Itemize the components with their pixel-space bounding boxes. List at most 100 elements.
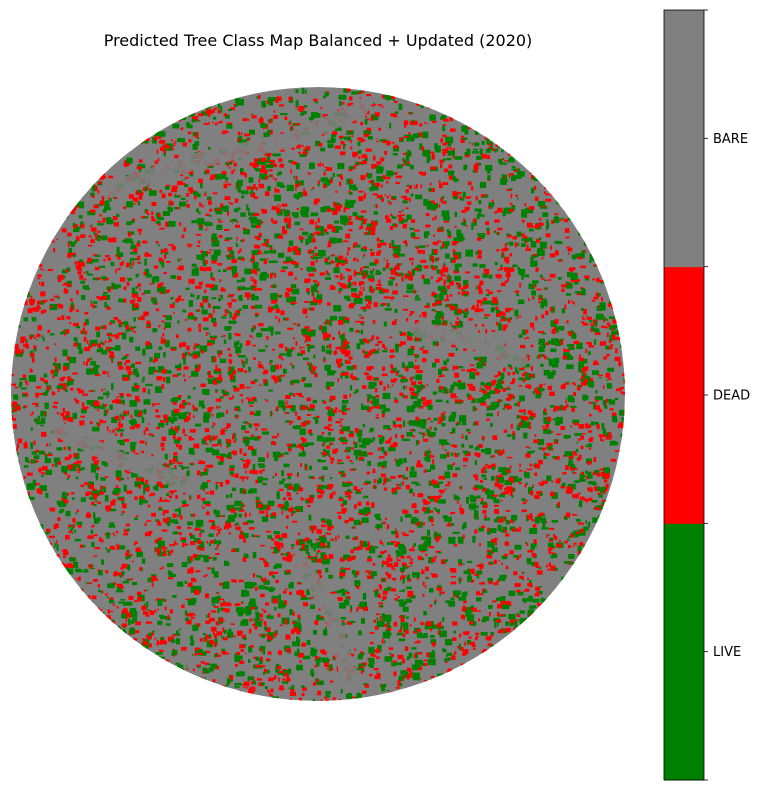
- live-pixel-patch: [359, 693, 362, 698]
- dead-pixel-patch: [467, 431, 471, 434]
- live-pixel-patch: [184, 610, 188, 616]
- dead-pixel-patch: [411, 261, 414, 266]
- live-pixel-patch: [197, 120, 201, 122]
- dead-pixel-patch: [419, 406, 424, 409]
- dead-pixel-patch: [245, 343, 250, 346]
- live-pixel-patch: [236, 279, 242, 283]
- dead-pixel-patch: [607, 302, 611, 307]
- dead-pixel-patch: [474, 168, 478, 173]
- dead-pixel-patch: [139, 567, 142, 571]
- dead-pixel-patch: [595, 400, 598, 403]
- dead-pixel-patch: [422, 593, 425, 597]
- dead-pixel-patch: [386, 218, 392, 223]
- live-pixel-patch: [578, 479, 586, 482]
- live-pixel-patch: [75, 512, 78, 515]
- live-pixel-patch: [521, 212, 527, 218]
- dead-pixel-patch: [412, 503, 417, 506]
- live-pixel-patch: [572, 256, 577, 260]
- dead-pixel-patch: [467, 181, 472, 186]
- dead-pixel-patch: [494, 504, 499, 507]
- dead-pixel-patch: [388, 647, 394, 650]
- live-pixel-patch: [288, 475, 291, 477]
- dead-pixel-patch: [616, 388, 622, 392]
- dead-pixel-patch: [593, 319, 597, 323]
- dead-pixel-patch: [302, 438, 307, 443]
- dead-pixel-patch: [222, 170, 227, 174]
- dead-pixel-patch: [250, 305, 257, 309]
- live-pixel-patch: [488, 274, 492, 278]
- dead-pixel-patch: [232, 435, 235, 440]
- live-pixel-patch: [478, 527, 484, 532]
- live-pixel-patch: [415, 484, 421, 486]
- dead-pixel-patch: [203, 298, 208, 303]
- live-pixel-patch: [459, 415, 467, 423]
- dead-pixel-patch: [439, 621, 442, 625]
- dead-pixel-patch: [265, 245, 269, 247]
- dead-pixel-patch: [366, 375, 373, 381]
- dead-pixel-patch: [538, 301, 543, 303]
- live-pixel-patch: [317, 183, 320, 187]
- live-pixel-patch: [540, 597, 544, 602]
- dead-pixel-patch: [239, 248, 242, 253]
- dead-pixel-patch: [31, 369, 33, 373]
- live-pixel-patch: [121, 358, 125, 360]
- dead-pixel-patch: [399, 332, 404, 336]
- dead-pixel-patch: [472, 305, 476, 308]
- live-pixel-patch: [434, 143, 438, 150]
- dead-pixel-patch: [213, 606, 219, 608]
- dead-pixel-patch: [115, 531, 119, 534]
- live-pixel-patch: [328, 574, 334, 579]
- dead-pixel-patch: [549, 391, 555, 396]
- dead-pixel-patch: [330, 493, 336, 495]
- dead-pixel-patch: [385, 571, 389, 576]
- dead-pixel-patch: [72, 518, 76, 523]
- dead-pixel-patch: [143, 311, 148, 317]
- dead-pixel-patch: [475, 324, 477, 327]
- live-pixel-patch: [358, 149, 362, 152]
- dead-pixel-patch: [161, 249, 167, 253]
- dead-pixel-patch: [492, 600, 497, 603]
- live-pixel-patch: [434, 265, 438, 269]
- live-pixel-patch: [433, 204, 437, 207]
- dead-pixel-patch: [384, 623, 388, 628]
- dead-pixel-patch: [43, 451, 46, 456]
- live-pixel-patch: [524, 274, 530, 278]
- dead-pixel-patch: [379, 617, 381, 621]
- live-pixel-patch: [219, 358, 227, 363]
- dead-pixel-patch: [161, 320, 165, 323]
- live-pixel-patch: [445, 442, 450, 445]
- dead-pixel-patch: [375, 336, 380, 340]
- dead-pixel-patch: [209, 639, 214, 645]
- dead-pixel-patch: [179, 173, 183, 177]
- live-pixel-patch: [290, 284, 297, 288]
- dead-pixel-patch: [58, 304, 64, 309]
- live-pixel-patch: [67, 383, 69, 387]
- dead-pixel-patch: [386, 563, 393, 568]
- live-pixel-patch: [266, 660, 270, 662]
- dead-pixel-patch: [167, 577, 174, 580]
- live-pixel-patch: [307, 332, 312, 337]
- live-pixel-patch: [554, 567, 558, 571]
- live-pixel-patch: [323, 357, 326, 361]
- live-pixel-patch: [500, 316, 505, 320]
- dead-pixel-patch: [276, 665, 282, 670]
- dead-pixel-patch: [194, 407, 198, 409]
- dead-pixel-patch: [464, 641, 466, 646]
- dead-pixel-patch: [504, 491, 509, 495]
- dead-pixel-patch: [418, 440, 420, 445]
- live-pixel-patch: [474, 517, 479, 520]
- dead-pixel-patch: [131, 293, 136, 298]
- dead-pixel-patch: [157, 213, 161, 217]
- dead-pixel-patch: [545, 310, 549, 315]
- live-pixel-patch: [276, 408, 279, 412]
- dead-pixel-patch: [79, 262, 85, 267]
- dead-pixel-patch: [278, 355, 282, 359]
- live-pixel-patch: [118, 362, 122, 366]
- dead-pixel-patch: [298, 235, 301, 240]
- dead-pixel-patch: [233, 433, 235, 437]
- dead-pixel-patch: [365, 684, 369, 688]
- live-pixel-patch: [513, 168, 517, 171]
- live-pixel-patch: [364, 118, 368, 125]
- dead-pixel-patch: [52, 375, 55, 379]
- dead-pixel-patch: [594, 332, 601, 335]
